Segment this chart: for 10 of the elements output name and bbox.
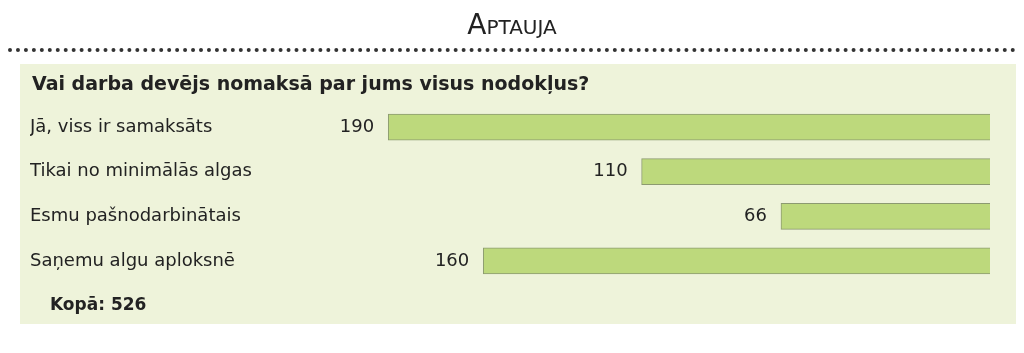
data-label: 190 bbox=[339, 114, 375, 136]
data-label: 160 bbox=[434, 248, 470, 270]
text: Kopā: 526 bbox=[49, 294, 148, 314]
y-tick-label: Tikai no minimālās algas bbox=[29, 159, 252, 181]
data-label: 66 bbox=[744, 203, 767, 225]
y-tick-label: Saņemu algu aploksnē bbox=[30, 248, 235, 270]
data-label: 110 bbox=[593, 159, 628, 181]
chart-title: Aptauja bbox=[466, 8, 558, 43]
chart-subtitle: Vai darba devējs nomaksā par jums visus nodokļus? bbox=[31, 72, 591, 94]
y-tick-label: Esmu pašnodarbinātais bbox=[30, 203, 241, 225]
